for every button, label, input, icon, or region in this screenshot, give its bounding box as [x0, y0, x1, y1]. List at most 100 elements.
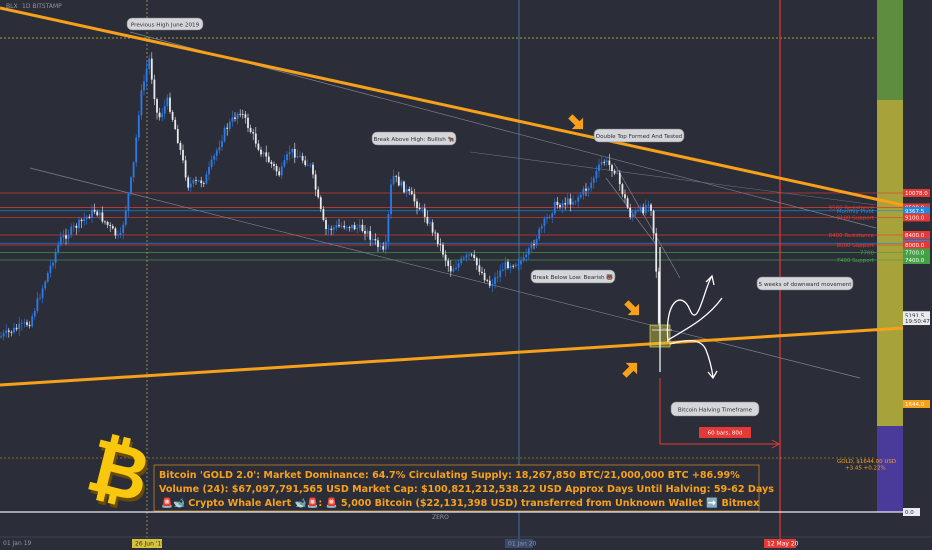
svg-text:5 weeks of downward movement: 5 weeks of downward movement: [759, 282, 853, 288]
x-tick-jun-2019-highlight: [132, 539, 162, 548]
candle-body: [553, 201, 556, 214]
candle-body: [405, 189, 408, 193]
candle-body: [192, 180, 195, 184]
candle-body: [431, 222, 434, 233]
bars-range-label: 60 bars, 80d: [708, 431, 743, 437]
candle-body: [579, 194, 582, 198]
candle-body: [634, 210, 637, 215]
bars-range-box: [699, 427, 751, 438]
candle-body: [122, 224, 125, 233]
price-tag-6: 8000.0: [905, 243, 925, 249]
candle-body: [592, 178, 595, 183]
bearish-scenario-curve: [669, 339, 714, 378]
candle-body: [83, 218, 86, 222]
candle-body: [184, 160, 187, 178]
candle-body: [31, 316, 34, 327]
price-tag-10: 19:50:47: [905, 319, 930, 325]
candle-body: [449, 265, 452, 272]
level-label-4: 8000 Support: [837, 243, 875, 249]
candle-body: [624, 194, 626, 199]
candle-body: [231, 117, 234, 122]
zone-olive: [877, 100, 903, 426]
candle-body: [0, 336, 2, 338]
candle-body: [340, 225, 343, 227]
candle-body: [96, 211, 99, 216]
candle-body: [57, 244, 60, 252]
candle-body: [267, 156, 270, 162]
candle-body: [44, 281, 47, 289]
candle-body: [652, 210, 655, 234]
price-tag-bg-0: [903, 189, 930, 197]
price-tag-bg-6: [903, 240, 930, 249]
candle-body: [80, 219, 83, 222]
candle-body: [390, 184, 392, 215]
candle-body: [543, 218, 546, 227]
price-tag-bg-2: [903, 206, 930, 215]
candle-body: [247, 117, 249, 128]
ascending-support-trendline: [0, 326, 904, 387]
candle-body: [119, 232, 122, 235]
candle-body: [447, 260, 450, 266]
candle-body: [590, 182, 593, 188]
candle-body: [587, 187, 590, 191]
level-label-6: 7400 Support: [837, 258, 875, 264]
candle-body: [637, 209, 639, 211]
candle-body: [148, 58, 151, 69]
candle-body: [397, 176, 400, 186]
price-tag-bg-3: [903, 213, 930, 222]
candle-body: [507, 261, 509, 269]
candle-body: [293, 148, 296, 158]
candle-body: [179, 142, 182, 150]
candle-body: [109, 225, 112, 227]
candle-body: [124, 210, 127, 225]
candle-body: [228, 121, 231, 129]
candle-body: [546, 217, 548, 219]
candle-body: [631, 214, 634, 218]
svg-text:Break Below Low: Bearish 🐻: Break Below Low: Bearish 🐻: [533, 273, 614, 281]
level-label-3: 8400 Resistance: [829, 233, 875, 239]
arrow-icon-up-right: [622, 362, 638, 378]
candle-body: [244, 114, 247, 118]
candle-body: [39, 297, 41, 299]
candle-body: [475, 258, 478, 266]
callout-weeks-down: 5 weeks of downward movement: [756, 276, 854, 291]
candle-body: [26, 322, 28, 325]
candle-body: [278, 171, 281, 176]
candle-body: [309, 164, 312, 166]
candle-body: [335, 225, 338, 228]
candle-body: [535, 238, 538, 246]
price-tag-bg-9: [903, 311, 930, 320]
x-tick-jan-2019: 01 Jan 19: [3, 540, 32, 547]
x-tick-jan-2020-highlight: [505, 539, 533, 548]
candle-body: [36, 298, 39, 312]
candle-body: [413, 194, 416, 202]
candle-body: [444, 254, 447, 261]
candle-body: [283, 160, 286, 167]
candle-body: [262, 152, 265, 155]
candle-body: [127, 193, 130, 211]
candle-body: [226, 127, 229, 129]
gold-price-line-2: +3.45 +0.22%: [845, 466, 886, 472]
bearish-scenario-arrowhead: [707, 370, 718, 380]
candle-body: [332, 227, 335, 230]
candle-body: [23, 322, 26, 324]
price-tag-2: 9367.5: [905, 209, 925, 215]
candle-body: [215, 150, 218, 156]
candle-body: [314, 174, 317, 190]
candle-body: [223, 127, 226, 142]
candle-body: [88, 216, 91, 218]
candle-body: [59, 237, 62, 245]
candle-body: [153, 79, 156, 100]
candle-body: [62, 235, 65, 238]
candle-body: [78, 219, 80, 228]
candle-body: [13, 327, 15, 333]
candle-body: [143, 81, 145, 91]
candle-body: [522, 257, 525, 261]
candle-body: [145, 68, 148, 82]
candle-body: [400, 181, 403, 186]
candle-body: [564, 203, 567, 205]
x-tick-jun-2019: 26 Jun '19: [135, 541, 165, 548]
descending-resistance-trendline: [0, 6, 904, 207]
